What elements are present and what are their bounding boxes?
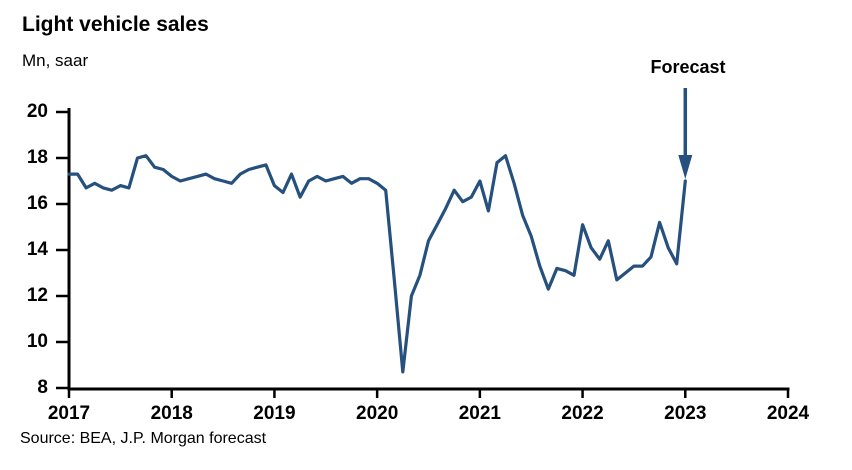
- x-axis-tick-label: 2023: [664, 403, 707, 424]
- x-axis-tick-label: 2020: [356, 403, 399, 424]
- y-axis-tick-label: 12: [26, 285, 48, 306]
- x-axis-tick-label: 2017: [47, 403, 91, 424]
- y-axis-tick-label: 16: [26, 193, 48, 214]
- x-axis-tick-label: 2018: [150, 403, 193, 424]
- chart-unit-label: Mn, saar: [22, 51, 89, 70]
- down-arrow-icon: [678, 155, 693, 179]
- y-axis-tick-label: 8: [37, 377, 48, 398]
- y-axis-tick-label: 14: [26, 239, 48, 260]
- x-axis-tick-label: 2021: [458, 403, 501, 424]
- y-axis-tick-label: 18: [26, 147, 48, 168]
- x-axis-tick-label: 2022: [561, 403, 604, 424]
- sales-line: [67, 154, 687, 374]
- y-axis-tick-label: 20: [26, 101, 48, 122]
- chart-title: Light vehicle sales: [22, 13, 209, 36]
- y-axis-tick-label: 10: [26, 331, 48, 352]
- source-note: Source: BEA, J.P. Morgan forecast: [20, 430, 267, 447]
- forecast-annotation-label: Forecast: [650, 57, 726, 77]
- x-axis-tick-label: 2024: [766, 403, 810, 424]
- x-axis-tick-label: 2019: [253, 403, 296, 424]
